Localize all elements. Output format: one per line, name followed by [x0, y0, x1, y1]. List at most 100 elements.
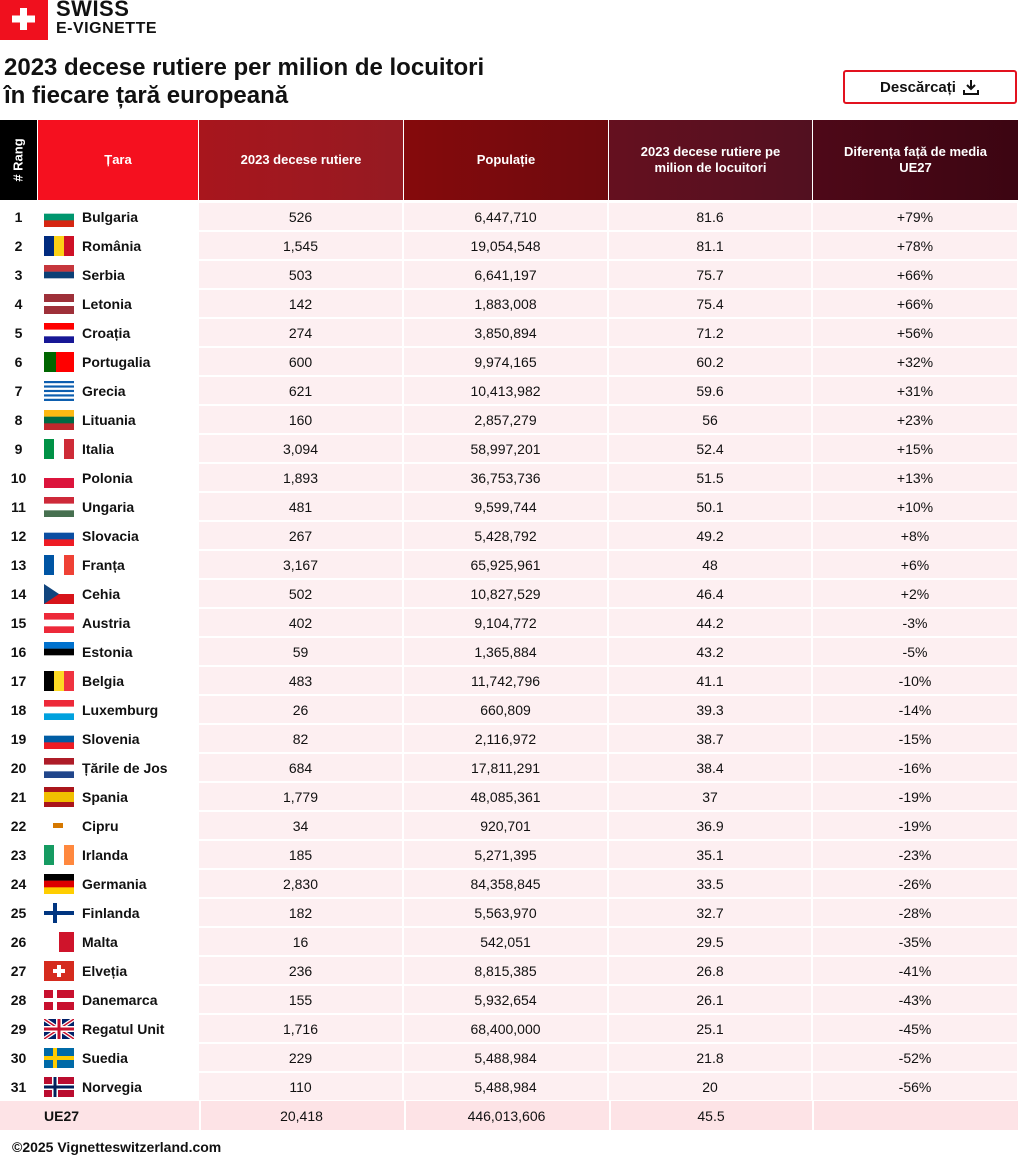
rank: 6 [14, 353, 23, 370]
header-label: Populație [476, 152, 536, 167]
logo-text: E-VIGNETTE [56, 20, 158, 37]
flag [44, 989, 74, 1010]
value-cell: 35.1 [609, 841, 811, 868]
value-cell: +23% [813, 406, 1017, 433]
value-cell: 26 [199, 696, 402, 723]
download-icon [962, 80, 979, 95]
value-cell: -26% [813, 870, 1017, 897]
value-cell: 155 [199, 986, 402, 1013]
value-cell: 48,085,361 [404, 783, 607, 810]
value-cell: 44.2 [609, 609, 811, 636]
value-cell: 9,974,165 [404, 348, 607, 375]
country: Luxemburg [82, 701, 159, 718]
rank: 23 [10, 846, 27, 863]
country: Țările de Jos [82, 759, 168, 776]
download-button[interactable]: Descărcați [843, 70, 1017, 104]
value-cell: 81.1 [609, 232, 811, 259]
country: Malta [82, 933, 118, 950]
value-cell: 36,753,736 [404, 464, 607, 491]
total-row [0, 1101, 1018, 1130]
country: Ungaria [82, 498, 135, 515]
country: Italia [82, 440, 114, 457]
header-label: 2023 decese rutiere [240, 152, 362, 167]
flag [44, 931, 74, 952]
value-cell: 11,742,796 [404, 667, 607, 694]
country: Austria [82, 614, 131, 631]
country: Letonia [82, 295, 132, 312]
value-cell: 29.5 [609, 928, 811, 955]
rank: 27 [10, 962, 27, 979]
country: Cipru [82, 817, 119, 834]
value-cell: 16 [199, 928, 402, 955]
value-cell: 34 [199, 812, 402, 839]
value-cell: -41% [813, 957, 1017, 984]
country: Serbia [82, 266, 125, 283]
value-cell: -5% [813, 638, 1017, 665]
country: Polonia [82, 469, 133, 486]
flag [44, 757, 74, 778]
value-cell: +31% [813, 377, 1017, 404]
value-cell: 684 [199, 754, 402, 781]
value-cell: 182 [199, 899, 402, 926]
value-cell: 21.8 [609, 1044, 811, 1071]
value-cell: 503 [199, 261, 402, 288]
flag [44, 496, 74, 517]
rank: 5 [14, 324, 23, 341]
total-value: 20,418 [199, 1101, 402, 1130]
header-label: # Rang [10, 138, 26, 182]
value-cell: 36.9 [609, 812, 811, 839]
value-cell: 51.5 [609, 464, 811, 491]
rank: 13 [10, 556, 27, 573]
value-cell: 1,779 [199, 783, 402, 810]
rank: 12 [10, 527, 27, 544]
country: Lituania [82, 411, 136, 428]
rank: 19 [10, 730, 27, 747]
value-cell: 43.2 [609, 638, 811, 665]
header-cell: Populație [404, 120, 608, 200]
value-cell: 1,365,884 [404, 638, 607, 665]
logo: SWISS E-VIGNETTE [0, 0, 180, 40]
value-cell: 1,883,008 [404, 290, 607, 317]
flag [44, 670, 74, 691]
value-cell: 68,400,000 [404, 1015, 607, 1042]
value-cell: +6% [813, 551, 1017, 578]
flag [44, 815, 74, 836]
country: Slovenia [82, 730, 140, 747]
value-cell: 9,104,772 [404, 609, 607, 636]
country: Cehia [82, 585, 121, 602]
flag [44, 206, 74, 227]
logo-icon [0, 0, 48, 40]
country: Spania [82, 788, 128, 805]
value-cell: 526 [199, 203, 402, 230]
flag [44, 873, 74, 894]
rank: 30 [10, 1049, 27, 1066]
header-cell: Diferența față de media UE27 [813, 120, 1018, 200]
rank: 17 [10, 672, 27, 689]
flag [44, 409, 74, 430]
flag [44, 554, 74, 575]
flag [44, 525, 74, 546]
value-cell: 50.1 [609, 493, 811, 520]
value-cell: 38.7 [609, 725, 811, 752]
value-cell: 5,271,395 [404, 841, 607, 868]
value-cell: 81.6 [609, 203, 811, 230]
value-cell: 600 [199, 348, 402, 375]
button-label: Descărcați [880, 78, 956, 96]
country: Irlanda [82, 846, 128, 863]
value-cell: -43% [813, 986, 1017, 1013]
country: Franța [82, 556, 125, 573]
value-cell: 6,641,197 [404, 261, 607, 288]
value-cell: +10% [813, 493, 1017, 520]
value-cell: 32.7 [609, 899, 811, 926]
header-label: 2023 decese rutiere pe milion de locuito… [640, 144, 781, 175]
country: Danemarca [82, 991, 158, 1008]
value-cell: 65,925,961 [404, 551, 607, 578]
value-cell: +66% [813, 290, 1017, 317]
country: Portugalia [82, 353, 151, 370]
rank: 26 [10, 933, 27, 950]
value-cell: 185 [199, 841, 402, 868]
flag [44, 960, 74, 981]
value-cell: 660,809 [404, 696, 607, 723]
value-cell: 17,811,291 [404, 754, 607, 781]
